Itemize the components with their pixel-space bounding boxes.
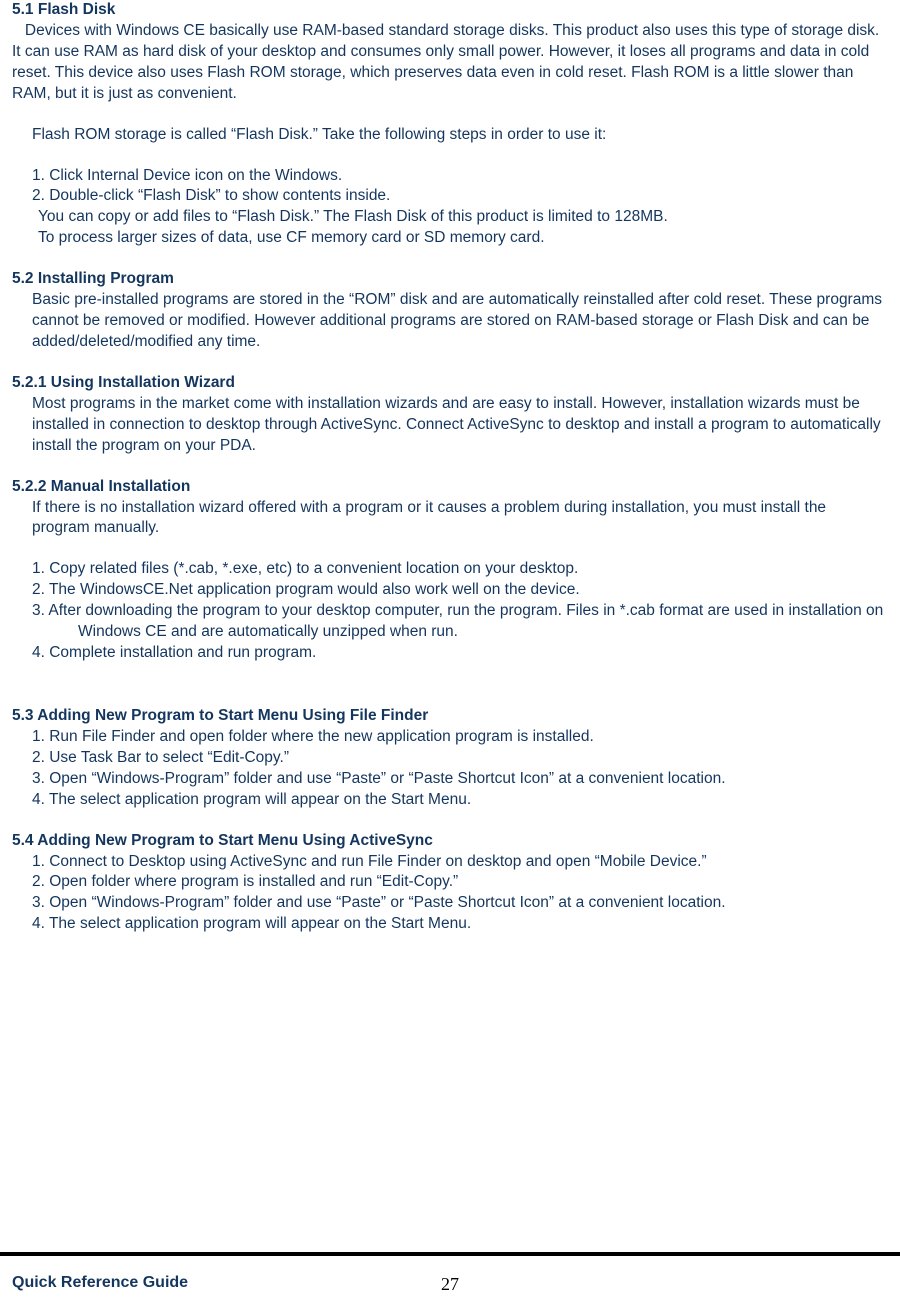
step-5-3-3: 3. Open “Windows-Program” folder and use… (12, 769, 888, 790)
step-5-2-2-1: 1. Copy related files (*.cab, *.exe, etc… (12, 559, 888, 580)
step-5-2-2-2: 2. The WindowsCE.Net application program… (12, 580, 888, 601)
para-5-1-intro: Devices with Windows CE basically use RA… (12, 21, 888, 105)
spacer (12, 457, 888, 477)
para-5-2-1: Most programs in the market come with in… (12, 394, 888, 457)
step-5-3-2: 2. Use Task Bar to select “Edit-Copy.” (12, 748, 888, 769)
note-5-1-a: You can copy or add files to “Flash Disk… (12, 207, 888, 228)
step-5-1-2: 2. Double-click “Flash Disk” to show con… (12, 186, 888, 207)
heading-5-1: 5.1 Flash Disk (12, 0, 888, 21)
document-body: 5.1 Flash Disk Devices with Windows CE b… (0, 0, 900, 935)
footer-title: Quick Reference Guide (12, 1274, 188, 1292)
para-5-2: Basic pre-installed programs are stored … (12, 290, 888, 353)
heading-5-3: 5.3 Adding New Program to Start Menu Usi… (12, 706, 888, 727)
page-number: 27 (441, 1274, 459, 1295)
step-5-3-4: 4. The select application program will a… (12, 790, 888, 811)
step-5-2-2-4: 4. Complete installation and run program… (12, 643, 888, 664)
spacer (12, 684, 888, 706)
para-5-2-2: If there is no installation wizard offer… (12, 498, 888, 540)
heading-5-4: 5.4 Adding New Program to Start Menu Usi… (12, 831, 888, 852)
step-5-3-1: 1. Run File Finder and open folder where… (12, 727, 888, 748)
spacer (12, 146, 888, 166)
step-5-4-4: 4. The select application program will a… (12, 914, 888, 935)
text: Devices with Windows CE basically use RA… (12, 22, 879, 102)
step-5-4-1: 1. Connect to Desktop using ActiveSync a… (12, 852, 888, 873)
note-5-1-b: To process larger sizes of data, use CF … (12, 228, 888, 249)
spacer (12, 105, 888, 125)
spacer (12, 353, 888, 373)
spacer (12, 249, 888, 269)
footer: Quick Reference Guide 27 (0, 1274, 900, 1292)
step-5-4-2: 2. Open folder where program is installe… (12, 872, 888, 893)
footer-rule (0, 1252, 900, 1256)
heading-5-2-1: 5.2.1 Using Installation Wizard (12, 373, 888, 394)
spacer (12, 539, 888, 559)
step-5-2-2-3: 3. After downloading the program to your… (12, 601, 888, 643)
heading-5-2-2: 5.2.2 Manual Installation (12, 477, 888, 498)
step-5-1-1: 1. Click Internal Device icon on the Win… (12, 166, 888, 187)
footer-right-spacer (884, 1274, 888, 1292)
spacer (12, 664, 888, 684)
spacer (12, 811, 888, 831)
heading-5-2: 5.2 Installing Program (12, 269, 888, 290)
para-5-1-flashrom: Flash ROM storage is called “Flash Disk.… (12, 125, 888, 146)
step-5-4-3: 3. Open “Windows-Program” folder and use… (12, 893, 888, 914)
